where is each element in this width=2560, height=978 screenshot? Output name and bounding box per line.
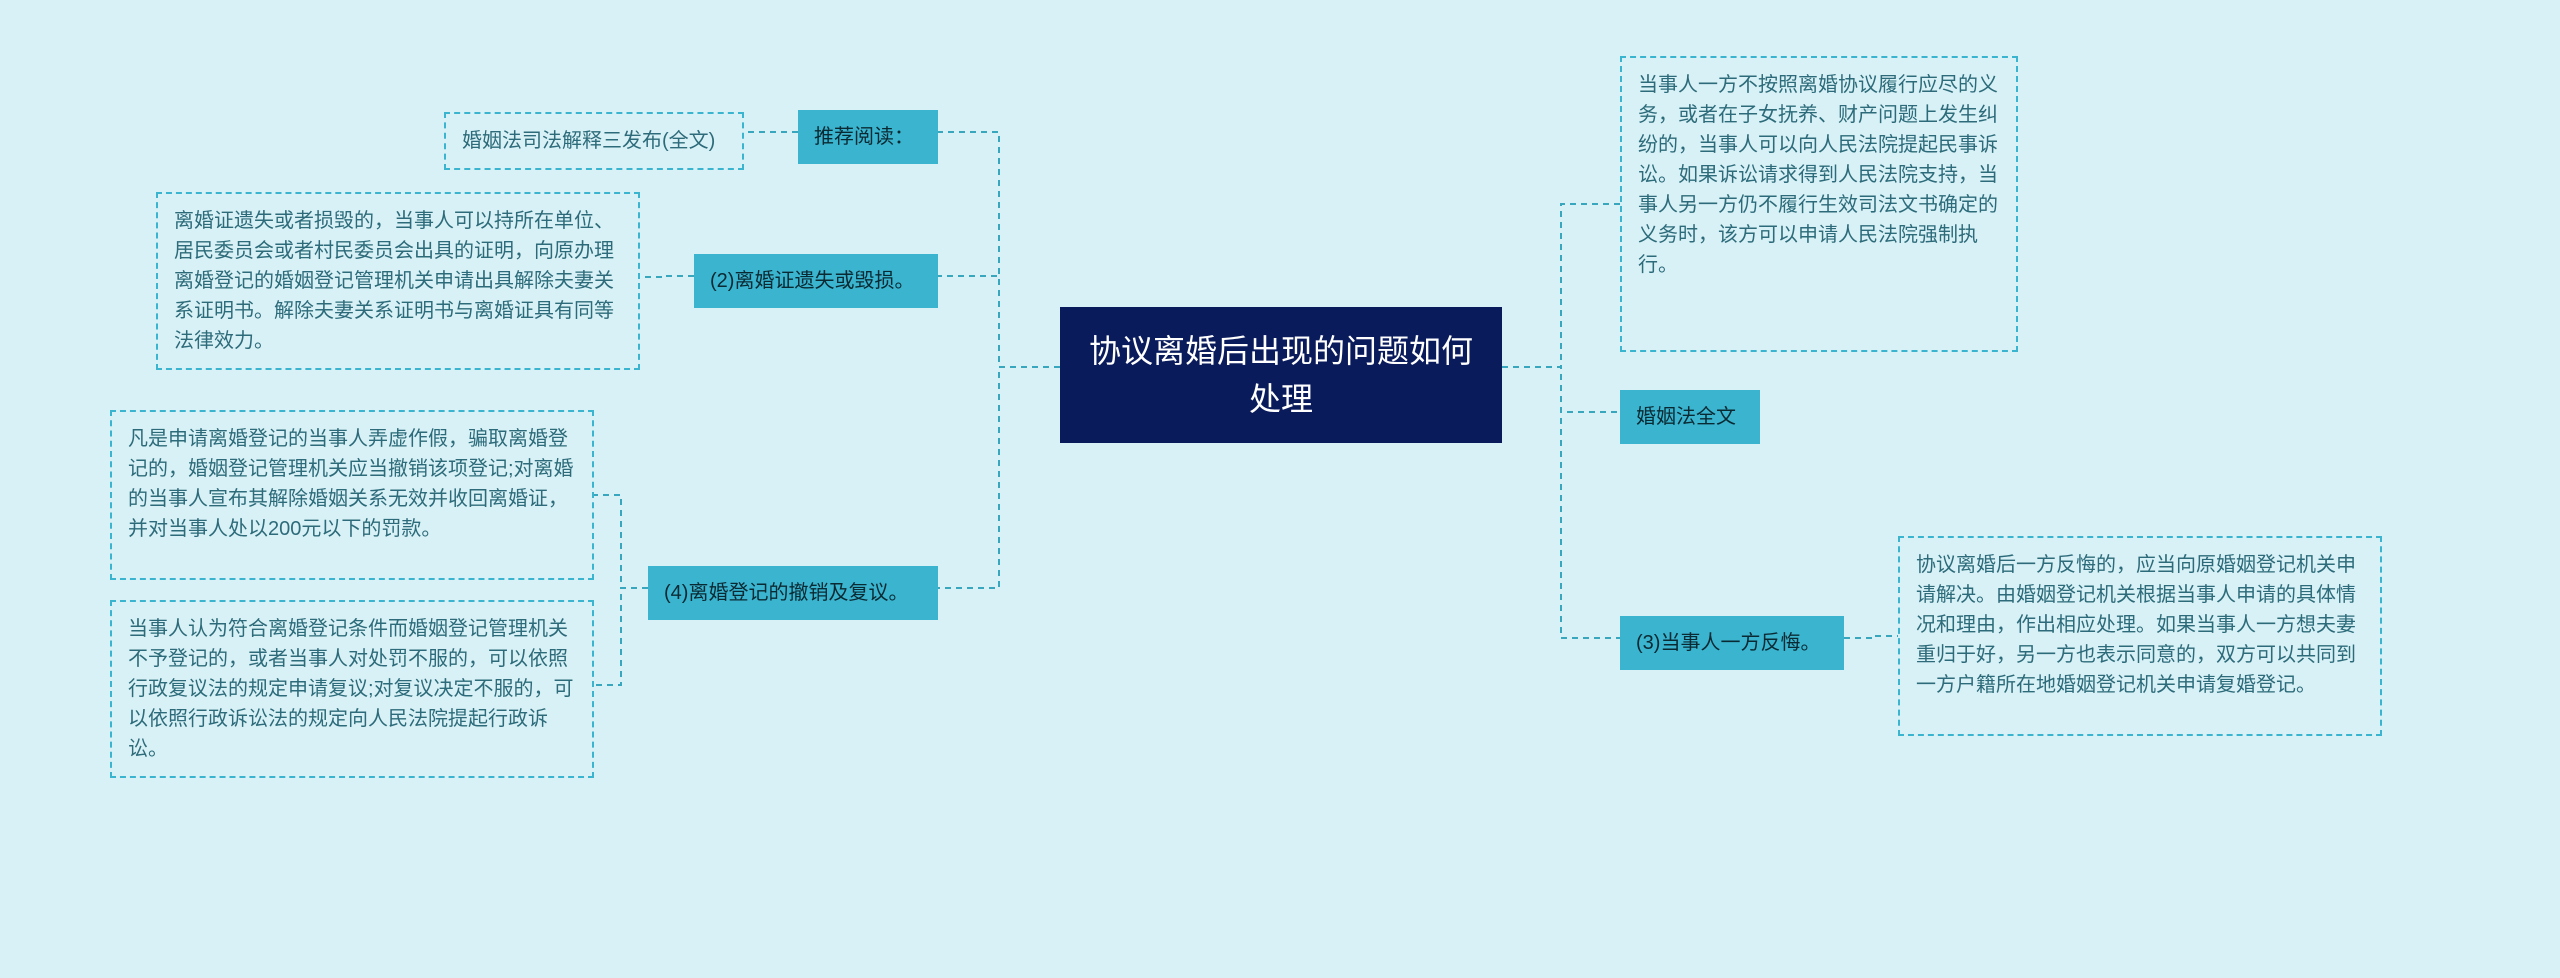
node-b_lost: (2)离婚证遗失或毁损。	[694, 254, 938, 308]
connector	[938, 132, 1060, 367]
node-b_sue: 当事人一方不按照离婚协议履行应尽的义务，或者在子女抚养、财产问题上发生纠纷的，当…	[1620, 56, 2018, 352]
connector	[1502, 367, 1620, 638]
node-text: 当事人认为符合离婚登记条件而婚姻登记管理机关不予登记的，或者当事人对处罚不服的，…	[128, 618, 574, 760]
node-b_revoke: (4)离婚登记的撤销及复议。	[648, 566, 938, 620]
node-text: 协议离婚后出现的问题如何处理	[1089, 333, 1473, 417]
node-text: 协议离婚后一方反悔的，应当向原婚姻登记机关申请解决。由婚姻登记机关根据当事人申请…	[1916, 554, 2356, 696]
node-text: (3)当事人一方反悔。	[1636, 632, 1820, 654]
node-root: 协议离婚后出现的问题如何处理	[1060, 307, 1502, 443]
connector	[1502, 204, 1620, 367]
node-text: 推荐阅读：	[814, 126, 914, 148]
connector	[594, 588, 648, 685]
node-l_rev1: 凡是申请离婚登记的当事人弄虚作假，骗取离婚登记的，婚姻登记管理机关应当撤销该项登…	[110, 410, 594, 580]
connector	[594, 495, 648, 588]
connector	[1844, 636, 1898, 638]
connector	[640, 276, 694, 277]
node-l_rev2: 当事人认为符合离婚登记条件而婚姻登记管理机关不予登记的，或者当事人对处罚不服的，…	[110, 600, 594, 778]
node-text: 当事人一方不按照离婚协议履行应尽的义务，或者在子女抚养、财产问题上发生纠纷的，当…	[1638, 74, 1998, 276]
node-text: 凡是申请离婚登记的当事人弄虚作假，骗取离婚登记的，婚姻登记管理机关应当撤销该项登…	[128, 428, 574, 540]
node-l_rec1: 婚姻法司法解释三发布(全文)	[444, 112, 744, 170]
node-l_reg1: 协议离婚后一方反悔的，应当向原婚姻登记机关申请解决。由婚姻登记机关根据当事人申请…	[1898, 536, 2382, 736]
node-text: 离婚证遗失或者损毁的，当事人可以持所在单位、居民委员会或者村民委员会出具的证明，…	[174, 210, 614, 352]
connector	[938, 367, 1060, 588]
node-b_recommend: 推荐阅读：	[798, 110, 938, 164]
node-text: (2)离婚证遗失或毁损。	[710, 270, 914, 292]
node-b_fulltext: 婚姻法全文	[1620, 390, 1760, 444]
node-text: 婚姻法司法解释三发布(全文)	[462, 130, 715, 152]
node-b_regret: (3)当事人一方反悔。	[1620, 616, 1844, 670]
node-text: 婚姻法全文	[1636, 406, 1736, 428]
node-l_lost1: 离婚证遗失或者损毁的，当事人可以持所在单位、居民委员会或者村民委员会出具的证明，…	[156, 192, 640, 370]
connector	[938, 276, 1060, 367]
node-text: (4)离婚登记的撤销及复议。	[664, 582, 908, 604]
